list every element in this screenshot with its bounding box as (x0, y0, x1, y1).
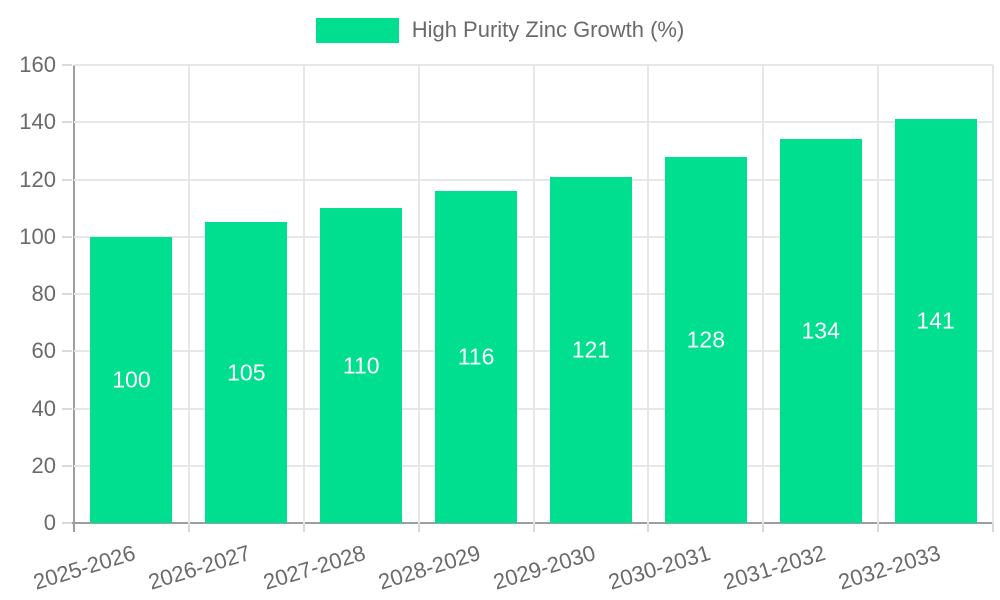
bar-value-label: 105 (227, 359, 266, 386)
bar[interactable]: 105 (205, 222, 288, 523)
bar-value-label: 134 (801, 317, 840, 344)
y-tick-mark (62, 235, 72, 238)
bar[interactable]: 128 (664, 156, 747, 523)
x-axis-line (63, 522, 993, 524)
x-gridline (302, 65, 305, 523)
x-gridline (762, 65, 765, 523)
y-tick-mark (62, 121, 72, 124)
plot-area: 100 105 110 116 121 128 134 141 (74, 64, 994, 523)
x-gridline (187, 65, 190, 523)
y-tick-mark (62, 350, 72, 353)
legend-label: High Purity Zinc Growth (%) (411, 17, 685, 42)
legend-swatch (315, 17, 399, 43)
y-tick-label: 20 (31, 452, 56, 478)
bar[interactable]: 134 (779, 139, 862, 523)
bar[interactable]: 116 (435, 190, 518, 523)
y-tick-mark (62, 464, 72, 467)
y-tick-label: 100 (19, 223, 56, 249)
x-tick-mark (877, 523, 880, 532)
legend[interactable]: High Purity Zinc Growth (%) (0, 16, 1000, 44)
bar-value-label: 141 (916, 307, 955, 334)
bar[interactable]: 121 (549, 176, 632, 523)
bar-value-label: 100 (112, 366, 151, 393)
x-tick-mark (992, 523, 994, 532)
x-tick-mark (302, 523, 305, 532)
bar[interactable]: 110 (320, 208, 403, 523)
y-tick-label: 80 (31, 281, 56, 306)
x-gridline (532, 65, 535, 523)
y-tick-label: 160 (19, 52, 56, 77)
y-tick-label: 40 (31, 395, 56, 421)
bar-value-label: 128 (686, 326, 725, 353)
y-tick-label: 60 (31, 338, 56, 364)
x-tick-mark (532, 523, 535, 532)
x-tick-mark (187, 523, 190, 532)
x-tick-mark (73, 523, 75, 532)
x-tick-mark (417, 523, 420, 532)
y-axis-line (73, 65, 75, 532)
x-tick-mark (647, 523, 650, 532)
y-tick-label: 120 (19, 166, 56, 192)
bar-value-label: 121 (571, 336, 611, 363)
bar[interactable]: 141 (894, 119, 977, 523)
x-tick-mark (762, 523, 765, 532)
x-gridline (647, 65, 650, 523)
y-tick-mark (62, 178, 72, 181)
bar[interactable]: 100 (90, 236, 173, 523)
bar-value-label: 110 (342, 352, 380, 379)
y-tick-label: 140 (19, 109, 56, 135)
y-tick-mark (62, 64, 72, 66)
bar-value-label: 116 (457, 343, 495, 370)
x-gridline (877, 65, 880, 523)
x-gridline (992, 65, 994, 523)
y-tick-mark (62, 522, 72, 524)
x-gridline (417, 65, 420, 523)
y-tick-mark (62, 293, 72, 295)
y-tick-label: 0 (43, 510, 56, 535)
y-tick-mark (62, 407, 72, 410)
